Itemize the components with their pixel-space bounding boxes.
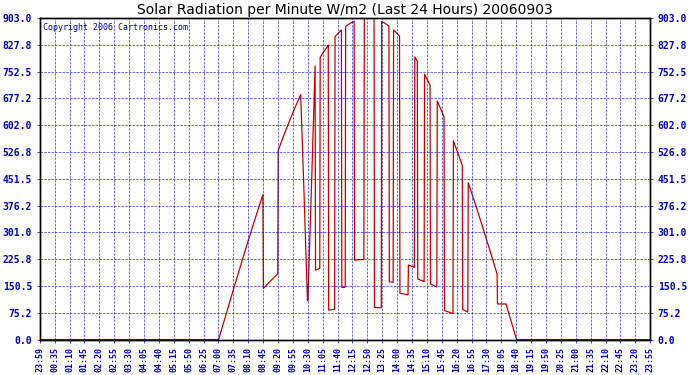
Text: Copyright 2006 Cartronics.com: Copyright 2006 Cartronics.com bbox=[43, 23, 188, 32]
Title: Solar Radiation per Minute W/m2 (Last 24 Hours) 20060903: Solar Radiation per Minute W/m2 (Last 24… bbox=[137, 3, 553, 17]
